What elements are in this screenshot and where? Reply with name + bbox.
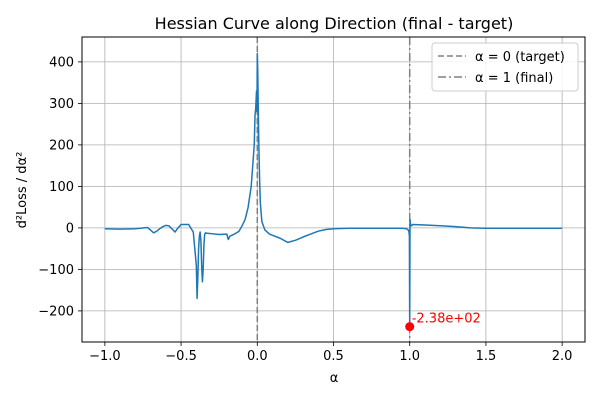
y-axis-label: d²Loss / dα² — [15, 152, 30, 229]
series-layer — [104, 52, 563, 328]
y-tick-label: 0 — [66, 221, 74, 236]
x-ticks: −1.0 −0.5 0.0 0.5 1.0 1.5 2.0 — [89, 342, 572, 364]
minimum-marker — [405, 322, 415, 332]
x-tick-label: 1.5 — [476, 349, 497, 364]
x-tick-label: 1.0 — [399, 349, 420, 364]
y-tick-label: 300 — [49, 97, 74, 112]
legend-label-final: α = 1 (final) — [475, 71, 553, 86]
hessian-curve — [104, 52, 563, 328]
minimum-annotation: -2.38e+02 — [412, 312, 481, 327]
x-axis-label: α — [330, 371, 339, 386]
x-tick-label: 0.5 — [323, 349, 344, 364]
legend-box — [431, 42, 579, 92]
y-tick-label: −200 — [38, 304, 74, 319]
y-tick-label: 400 — [49, 55, 74, 70]
chart-title: Hessian Curve along Direction (final - t… — [155, 14, 514, 33]
y-tick-label: −100 — [38, 263, 74, 278]
y-tick-label: 100 — [49, 180, 74, 195]
x-tick-label: −1.0 — [89, 349, 121, 364]
legend: α = 0 (target) α = 1 (final) — [431, 42, 579, 92]
y-ticks: −200 −100 0 100 200 300 400 — [38, 55, 82, 319]
y-tick-label: 200 — [49, 138, 74, 153]
legend-label-target: α = 0 (target) — [475, 50, 565, 65]
x-tick-label: 0.0 — [247, 349, 268, 364]
x-tick-label: 2.0 — [552, 349, 573, 364]
x-tick-label: −0.5 — [165, 349, 197, 364]
marker-layer: -2.38e+02 — [405, 312, 481, 332]
